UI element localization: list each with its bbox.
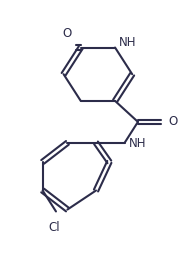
Text: NH: NH xyxy=(119,36,136,49)
Text: O: O xyxy=(168,115,178,128)
Text: NH: NH xyxy=(128,137,146,150)
Text: Cl: Cl xyxy=(48,221,60,234)
Text: O: O xyxy=(63,27,72,40)
